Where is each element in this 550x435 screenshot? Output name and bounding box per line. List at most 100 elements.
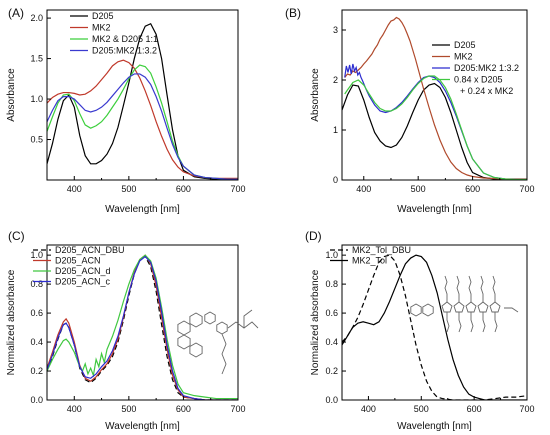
ring xyxy=(410,303,422,317)
series-group xyxy=(342,16,527,180)
ring xyxy=(422,303,434,317)
legend-label: MK2 & D205 1:1 xyxy=(92,34,158,44)
y-axis-title: Normalized absorbance xyxy=(310,269,321,375)
thiophene-ring xyxy=(441,301,453,313)
y-axis-title: Absorbance xyxy=(6,68,17,122)
ring xyxy=(216,321,228,335)
x-tick-label: 500 xyxy=(411,184,426,194)
legend-label: D205:MK2 1:3.2 xyxy=(454,63,519,73)
series-group xyxy=(47,22,238,180)
series-line-2 xyxy=(47,254,238,400)
thiophene-ring xyxy=(477,301,489,313)
legend-label: MK2 xyxy=(454,52,473,62)
series-line-1 xyxy=(47,59,238,179)
y-tick-label: 0.2 xyxy=(325,366,338,376)
series-line-2 xyxy=(47,64,238,180)
x-tick-label: 600 xyxy=(176,184,191,194)
y-axis-title: Absorbance xyxy=(310,68,321,122)
legend-label-line: + 0.24 x MK2 xyxy=(460,86,513,96)
y-tick-label: 1.5 xyxy=(30,54,43,64)
y-tick-label: 0.5 xyxy=(30,135,43,145)
legend-label: D205_ACN_d xyxy=(55,266,111,276)
x-tick-label: 500 xyxy=(121,404,136,414)
legend-label-line: D205 xyxy=(92,11,114,21)
side-chain xyxy=(227,321,259,329)
legend-label: D205 xyxy=(454,40,476,50)
legend-label: 0.84 x D205 + 0.24 x MK2 xyxy=(454,75,513,97)
ring xyxy=(189,312,203,328)
plot-frame xyxy=(46,9,239,181)
legend-label-line: MK2 xyxy=(92,23,111,33)
molecule-d205-structure xyxy=(177,309,259,375)
panel-label: (C) xyxy=(8,229,25,243)
thiophene-ring xyxy=(453,301,465,313)
panel-3: (D) 400 500 600 700 0.0 0.2 0.4 0.6 0.8 1.0 Wavelen… xyxy=(305,229,535,432)
series-line-0 xyxy=(342,254,527,400)
panel-1: (B) 400 500 600 700 0 1 2 3 Wavelength [nm] Absorb… xyxy=(285,6,535,215)
x-tick-label: 400 xyxy=(67,184,82,194)
legend-label: D205_ACN_c xyxy=(55,277,111,287)
hexyl-chain xyxy=(458,312,462,333)
legend-label-line: MK2_Tol xyxy=(352,256,387,266)
legend-label-line: D205_ACN_d xyxy=(55,266,111,276)
y-tick-label: 1 xyxy=(333,125,338,135)
legend-label-line: D205:MK2 1:3.2 xyxy=(92,46,157,56)
x-tick-label: 500 xyxy=(121,184,136,194)
legend-label: D205 xyxy=(92,11,114,21)
y-axis-title: Normalized absorbance xyxy=(6,269,17,375)
hexyl-chain xyxy=(482,312,486,333)
x-tick-label: 700 xyxy=(519,184,534,194)
y-tick-label: 0.0 xyxy=(30,395,43,405)
x-tick-label: 700 xyxy=(230,404,245,414)
legend-label-line: D205 xyxy=(454,40,476,50)
legend-label-line: 0.84 x D205 xyxy=(454,75,503,85)
x-tick-label: 700 xyxy=(230,184,245,194)
panel-label: (A) xyxy=(8,6,24,20)
acceptor-arm xyxy=(504,307,519,313)
y-tick-label: 0.4 xyxy=(30,337,43,347)
x-axis-title: Wavelength [nm] xyxy=(105,421,180,432)
series-line-3 xyxy=(344,75,527,180)
y-tick-label: 2 xyxy=(333,75,338,85)
molecule-mk2-structure xyxy=(410,275,519,333)
legend-label: D205_ACN xyxy=(55,256,101,266)
x-tick-label: 400 xyxy=(361,404,376,414)
hexyl-chain xyxy=(494,312,498,333)
y-tick-label: 0.8 xyxy=(30,279,43,289)
x-tick-label: 600 xyxy=(467,404,482,414)
hexyl-chain xyxy=(468,275,472,302)
x-tick-label: 600 xyxy=(176,404,191,414)
series-line-1 xyxy=(344,16,527,180)
legend-label: MK2 xyxy=(92,23,111,33)
series-line-3 xyxy=(47,73,238,180)
y-tick-label: 0.8 xyxy=(325,279,338,289)
series-line-0 xyxy=(47,22,238,180)
legend-label: D205_ACN_DBU xyxy=(55,245,125,255)
y-tick-label: 0 xyxy=(333,175,338,185)
legend-label-line: D205_ACN_c xyxy=(55,277,111,287)
carboxyl-arm xyxy=(243,309,253,328)
panel-0: (A) 400 500 600 700 0.5 1.0 1.5 2.0 Wavelength [n… xyxy=(6,6,246,215)
x-tick-label: 400 xyxy=(67,404,82,414)
legend-label-line: MK2 xyxy=(454,52,473,62)
y-tick-label: 0.6 xyxy=(325,308,338,318)
panel-2: (C) 400 500 600 700 0.0 0.2 0.4 0.6 0.8 1.0 Wavelen… xyxy=(6,229,246,432)
hexyl-chain xyxy=(492,275,496,302)
plot-frame xyxy=(341,9,528,181)
legend-label: D205:MK2 1:3.2 xyxy=(92,46,157,56)
y-tick-label: 1.0 xyxy=(325,250,338,260)
series-line-1 xyxy=(342,254,527,400)
y-tick-label: 2.0 xyxy=(30,13,43,23)
hexyl-chain xyxy=(470,312,474,333)
hexyl-chain xyxy=(446,312,450,333)
x-tick-label: 400 xyxy=(356,184,371,194)
ring xyxy=(204,311,216,325)
series-group xyxy=(342,254,527,400)
ring xyxy=(189,342,203,358)
plot-frame xyxy=(46,244,239,401)
ring xyxy=(177,320,191,336)
thiophene-ring xyxy=(465,301,477,313)
